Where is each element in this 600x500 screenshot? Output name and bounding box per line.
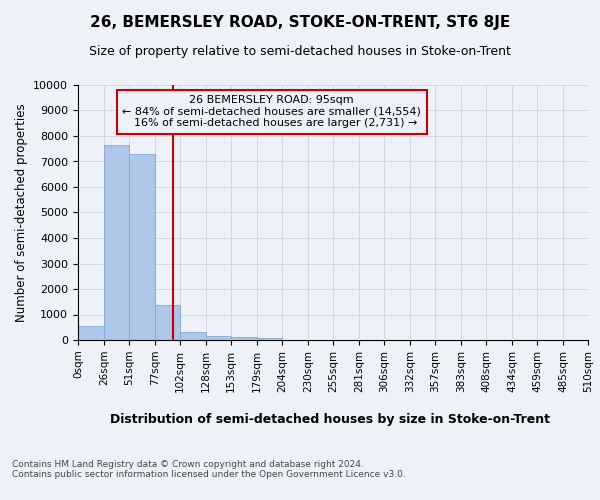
Bar <box>180 332 206 340</box>
Bar <box>155 306 180 340</box>
Bar <box>78 326 104 340</box>
Bar <box>129 154 155 340</box>
Text: Distribution of semi-detached houses by size in Stoke-on-Trent: Distribution of semi-detached houses by … <box>110 412 550 426</box>
Y-axis label: Number of semi-detached properties: Number of semi-detached properties <box>15 103 28 322</box>
Bar <box>257 338 282 340</box>
Bar <box>104 145 129 340</box>
Bar <box>231 337 257 340</box>
Text: Contains HM Land Registry data © Crown copyright and database right 2024.
Contai: Contains HM Land Registry data © Crown c… <box>12 460 406 479</box>
Bar <box>206 336 231 340</box>
Text: Size of property relative to semi-detached houses in Stoke-on-Trent: Size of property relative to semi-detach… <box>89 45 511 58</box>
Text: 26, BEMERSLEY ROAD, STOKE-ON-TRENT, ST6 8JE: 26, BEMERSLEY ROAD, STOKE-ON-TRENT, ST6 … <box>90 15 510 30</box>
Text: 26 BEMERSLEY ROAD: 95sqm
← 84% of semi-detached houses are smaller (14,554)
  16: 26 BEMERSLEY ROAD: 95sqm ← 84% of semi-d… <box>122 95 421 128</box>
